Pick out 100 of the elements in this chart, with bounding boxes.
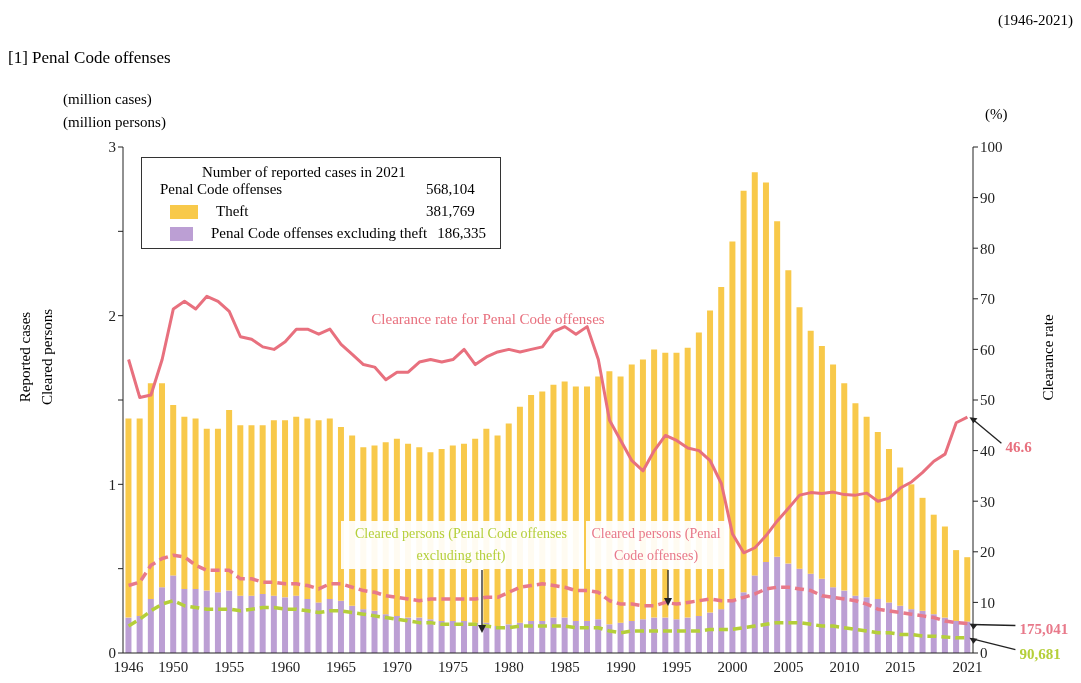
bar <box>818 578 825 653</box>
bar <box>203 428 210 591</box>
x-tick-label: 1970 <box>382 658 413 675</box>
bar <box>874 432 881 600</box>
bar <box>147 599 154 653</box>
bar <box>360 609 367 653</box>
bar <box>908 609 915 653</box>
bar <box>293 595 300 653</box>
bar <box>919 497 926 611</box>
bar <box>762 182 769 562</box>
y2-tick-label: 70 <box>980 291 995 308</box>
bar <box>170 575 177 653</box>
annotation: 186,335 <box>437 225 487 242</box>
bar <box>226 410 233 591</box>
legend-label: Theft <box>216 203 250 220</box>
bar <box>214 592 221 653</box>
x-tick-label: 1975 <box>437 658 468 675</box>
bar <box>818 346 825 579</box>
series-label: Clearance rate for Penal Code offenses <box>370 310 606 329</box>
bar <box>159 383 166 588</box>
x-tick-label: 2000 <box>717 658 748 675</box>
y2-tick-label: 50 <box>980 392 995 409</box>
bar <box>807 330 814 574</box>
text: Cleared persons (Penal Code offenses excluding theft) <box>341 521 581 569</box>
x-tick-label: 1960 <box>270 658 301 675</box>
bar <box>807 573 814 653</box>
bar <box>248 595 255 653</box>
bar <box>930 514 937 615</box>
y2-tick-label: 0 <box>980 645 988 662</box>
bar <box>449 620 456 653</box>
bar <box>136 418 143 616</box>
text: (1946-2021) <box>998 12 1073 29</box>
bar <box>897 467 904 606</box>
bar <box>293 416 300 596</box>
bar <box>349 605 356 653</box>
bar <box>796 307 803 569</box>
bar <box>393 615 400 653</box>
bar <box>259 425 266 594</box>
x-tick-label: 2015 <box>885 658 916 675</box>
y2-tick-label: 80 <box>980 240 995 257</box>
bar <box>270 595 277 653</box>
text: (million cases) <box>63 91 152 108</box>
bar <box>147 383 154 600</box>
y2-tick-label: 30 <box>980 493 995 510</box>
legend-label: Penal Code offenses excluding theft <box>210 225 428 242</box>
x-tick-label: 2005 <box>773 658 804 675</box>
x-tick-label: 2021 <box>952 658 983 675</box>
bar <box>226 590 233 653</box>
annotation: Penal Code offenses <box>160 181 283 198</box>
bar <box>796 568 803 653</box>
bar <box>617 622 624 653</box>
x-tick-label: 1965 <box>326 658 357 675</box>
bar <box>326 599 333 653</box>
chart-title: [1] Penal Code offenses <box>8 48 171 68</box>
y-tick-label: 0 <box>108 645 116 662</box>
y2-tick-label: 60 <box>980 341 995 358</box>
bar <box>639 619 646 653</box>
bar <box>740 592 747 653</box>
bar <box>192 588 199 653</box>
bar <box>785 270 792 564</box>
bar <box>941 526 948 618</box>
y-tick-label: 2 <box>108 307 116 324</box>
bar <box>964 557 971 622</box>
bar <box>762 561 769 653</box>
x-tick-label: 1995 <box>661 658 692 675</box>
text: (%) <box>985 106 1008 123</box>
y2-axis-title: Clearance rate <box>1039 313 1057 401</box>
bar <box>695 615 702 653</box>
bar <box>259 593 266 653</box>
bar <box>785 563 792 653</box>
x-tick-label: 1990 <box>605 658 636 675</box>
bar <box>315 420 322 603</box>
bar <box>897 605 904 653</box>
bar <box>326 418 333 600</box>
x-tick-label: 1955 <box>214 658 245 675</box>
bar <box>505 624 512 653</box>
bar <box>561 617 568 653</box>
bar <box>830 364 837 588</box>
bar <box>460 620 467 653</box>
bar <box>304 599 311 653</box>
bar <box>740 190 747 593</box>
bar <box>863 416 870 598</box>
bar <box>964 621 971 653</box>
y2-tick-label: 40 <box>980 442 995 459</box>
x-tick-label: 1946 <box>113 658 145 675</box>
bar <box>248 425 255 596</box>
bar <box>237 425 244 596</box>
bar <box>170 405 177 576</box>
text: (million persons) <box>63 114 166 131</box>
bar <box>136 615 143 653</box>
y2-tick-label: 10 <box>980 594 995 611</box>
bar <box>751 172 758 576</box>
bar <box>282 420 289 598</box>
bar <box>953 550 960 621</box>
bar <box>125 418 132 618</box>
series-label: Cleared persons (Penal Code offenses) <box>586 521 726 569</box>
bar <box>908 484 915 610</box>
bar <box>729 241 736 600</box>
bar <box>181 416 188 589</box>
bar <box>718 609 725 653</box>
